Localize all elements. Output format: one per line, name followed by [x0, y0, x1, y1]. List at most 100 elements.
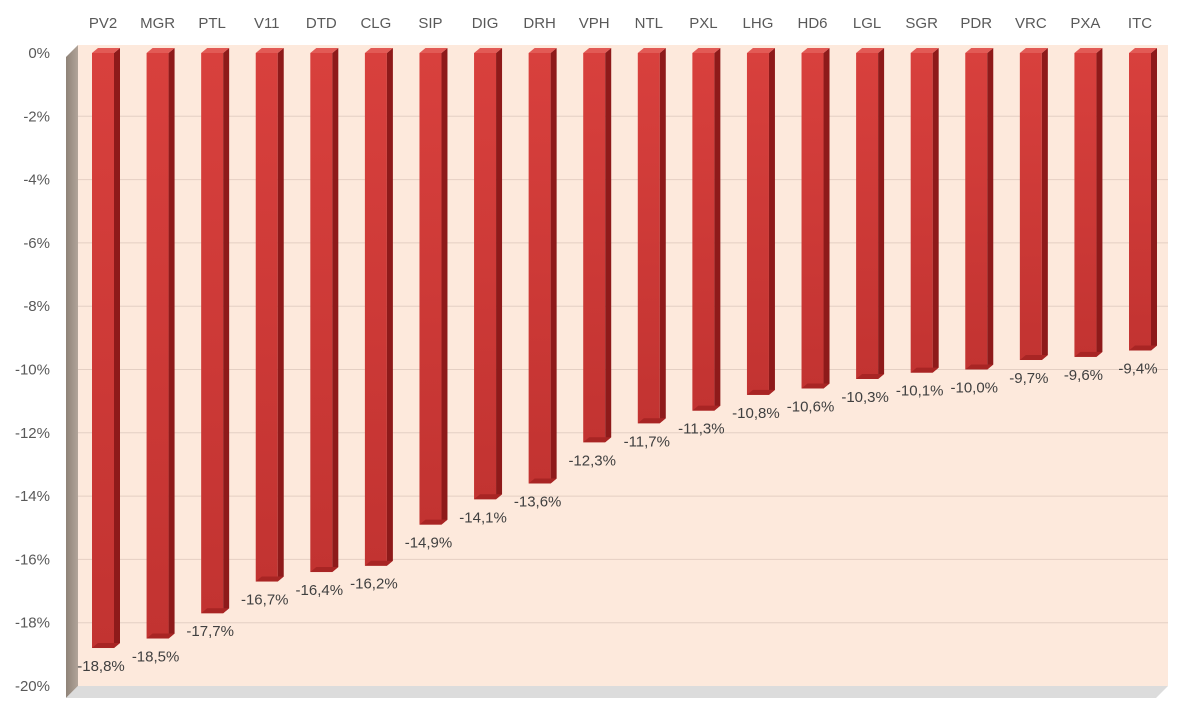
data-label: -18,5%: [132, 649, 180, 666]
bars: [92, 48, 1157, 649]
bar: [255, 48, 284, 582]
y-tick-label: -6%: [23, 235, 50, 252]
bar-bottom: [201, 608, 230, 614]
bar-top: [965, 48, 994, 53]
category-label: LHG: [743, 15, 774, 32]
bar-top: [146, 48, 175, 53]
bar-front: [1074, 53, 1097, 357]
chart-walls: [66, 45, 1168, 698]
data-label: -10,6%: [787, 398, 835, 415]
y-tick-label: -4%: [23, 172, 50, 189]
bar-front: [310, 53, 333, 573]
category-label: LGL: [853, 15, 881, 32]
bar: [310, 48, 339, 573]
bar-side: [1151, 48, 1157, 351]
bar-front: [201, 53, 224, 614]
bar-top: [637, 48, 666, 53]
bar-side: [987, 48, 994, 370]
plot-area: [78, 45, 1168, 686]
category-axis: PV2 MGR PTL V11 DTD CLG SIP DIG DRH VPH NTL PXL LHG H…: [89, 15, 1152, 32]
bar-top: [255, 48, 284, 53]
bar-front: [474, 53, 497, 500]
bar-bottom: [856, 373, 885, 379]
data-label: -17,7%: [186, 623, 234, 640]
bar: [419, 48, 448, 525]
data-label: -10,1%: [896, 383, 944, 400]
bar-front: [146, 53, 169, 639]
category-label: PV2: [89, 15, 117, 32]
bar-bottom: [692, 405, 721, 411]
side-wall: [66, 45, 78, 698]
category-label: ITC: [1128, 15, 1152, 32]
bar-side: [605, 48, 612, 443]
bar-front: [801, 53, 824, 389]
category-label: CLG: [360, 15, 391, 32]
y-tick-label: -20%: [15, 678, 50, 695]
bar: [637, 48, 666, 424]
bar-side: [277, 48, 284, 582]
bar-top: [92, 48, 120, 53]
y-tick-label: -12%: [15, 425, 50, 442]
bar-front: [910, 53, 933, 373]
bar-top: [801, 48, 830, 53]
bar: [910, 48, 939, 373]
bar: [1019, 48, 1048, 361]
category-label: PDR: [960, 15, 992, 32]
bar-top: [474, 48, 503, 53]
bar-top: [419, 48, 448, 53]
data-labels: -18,8% -18,5% -17,7% -16,7% -16,4% -16,2% -14,…: [77, 361, 1157, 676]
bar-front: [1019, 53, 1042, 361]
y-axis-ticks: 0% -2% -4% -6% -8% -10% -12% -14% -16% -18% -20%: [15, 45, 50, 695]
bar-top: [364, 48, 393, 53]
y-tick-label: -2%: [23, 108, 50, 125]
bar: [856, 48, 885, 379]
bar-bottom: [910, 367, 939, 373]
bar-side: [114, 48, 120, 649]
bar-bottom: [1074, 351, 1103, 357]
bar-side: [223, 48, 230, 614]
category-label: VRC: [1015, 15, 1047, 32]
bar: [364, 48, 393, 566]
category-label: HD6: [798, 15, 828, 32]
bar-side: [441, 48, 448, 525]
bar: [746, 48, 775, 395]
bar-front: [692, 53, 715, 411]
bar-bottom: [583, 437, 612, 443]
bar-bottom: [637, 418, 666, 424]
y-tick-label: 0%: [28, 45, 50, 62]
data-label: -9,7%: [1009, 370, 1048, 387]
bar-bottom: [474, 494, 503, 500]
category-label: DTD: [306, 15, 337, 32]
bar-bottom: [146, 633, 175, 639]
bar-bottom: [965, 364, 994, 370]
bar-top: [201, 48, 230, 53]
category-label: DRH: [523, 15, 556, 32]
bar-bottom: [364, 560, 393, 566]
data-label: -16,4%: [296, 582, 344, 599]
bar-side: [768, 48, 775, 395]
bar-side: [168, 48, 175, 639]
bar-side: [878, 48, 885, 379]
bar-top: [583, 48, 612, 53]
data-label: -9,6%: [1064, 367, 1103, 384]
data-label: -10,3%: [841, 389, 889, 406]
category-label: V11: [254, 15, 280, 32]
category-label: DIG: [472, 15, 499, 32]
bar-front: [1129, 53, 1151, 351]
y-tick-label: -8%: [23, 298, 50, 315]
category-label: PXL: [689, 15, 717, 32]
data-label: -14,9%: [405, 535, 453, 552]
bar: [1074, 48, 1103, 357]
bar-bottom: [92, 643, 120, 649]
bar-side: [1041, 48, 1048, 361]
bar-front: [856, 53, 879, 379]
y-tick-label: -10%: [15, 362, 50, 379]
y-tick-label: -14%: [15, 488, 50, 505]
data-label: -16,7%: [241, 592, 289, 609]
data-label: -11,3%: [678, 421, 724, 438]
bar-top: [310, 48, 339, 53]
category-label: VPH: [579, 15, 610, 32]
data-label: -14,1%: [459, 509, 507, 526]
bar-front: [92, 53, 114, 649]
data-label: -10,8%: [732, 405, 780, 422]
